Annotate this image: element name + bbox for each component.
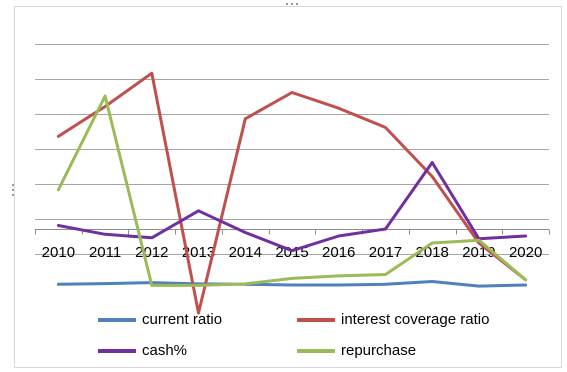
resize-handle-left[interactable] [12, 184, 15, 196]
x-tick-label-2012: 2012 [135, 244, 168, 261]
x-tick-label-2014: 2014 [229, 244, 262, 261]
resize-handle-top[interactable] [286, 3, 298, 6]
legend-label-cash-percent: cash% [142, 342, 188, 359]
series-line-interest-coverage-ratio [56, 71, 528, 315]
line-chart: 2010 2011 2012 2013 2014 2015 2016 2017 2018 2019… [35, 44, 550, 315]
legend-cash-percent: cash% [98, 342, 187, 359]
legend-label-repurchase: repurchase [341, 342, 417, 359]
x-tick-label-2020: 2020 [509, 244, 542, 261]
legend-interest-coverage-ratio: interest coverage ratio [297, 311, 489, 328]
legend-swatch-cash-percent [98, 348, 136, 353]
series-line-current-ratio [56, 280, 528, 288]
x-tick-label-2011: 2011 [89, 244, 121, 261]
chart-area[interactable]: 2010 2011 2012 2013 2014 2015 2016 2017 2018 2019… [14, 6, 562, 368]
x-tick-label-2017: 2017 [369, 244, 402, 261]
series-line-cash-percent [56, 161, 528, 253]
legend-label-interest-coverage-ratio: interest coverage ratio [341, 311, 490, 328]
x-tick-label-2016: 2016 [322, 244, 355, 261]
legend-current-ratio: current ratio [98, 311, 222, 328]
series-line-repurchase [56, 94, 528, 287]
legend-swatch-current-ratio [98, 317, 136, 322]
legend-swatch-repurchase [297, 348, 335, 353]
legend-repurchase: repurchase [297, 342, 416, 359]
legend-label-current-ratio: current ratio [142, 311, 223, 328]
x-tick-label-2010: 2010 [42, 244, 75, 261]
x-tick-label-2013: 2013 [182, 244, 215, 261]
legend-swatch-interest-coverage-ratio [297, 317, 335, 322]
